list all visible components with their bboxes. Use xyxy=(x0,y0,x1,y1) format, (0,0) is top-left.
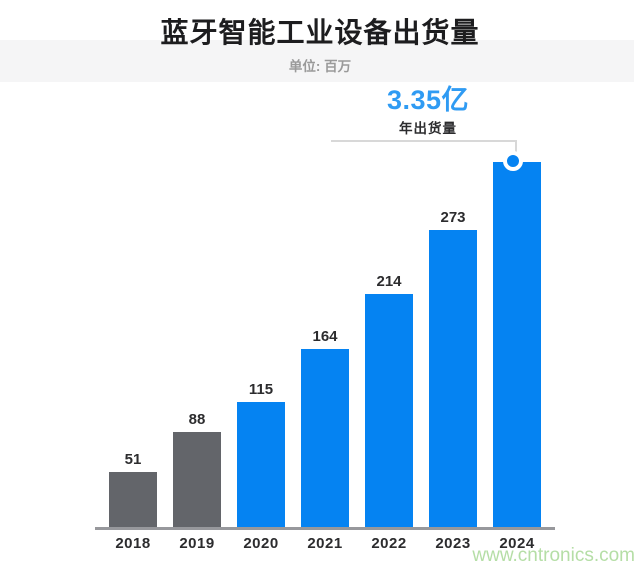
x-tick-label-2020: 2020 xyxy=(243,535,279,552)
bar-value-label-2021: 164 xyxy=(312,328,338,345)
x-tick-label-2021: 2021 xyxy=(307,535,343,552)
chart-title: 蓝牙智能工业设备出货量 xyxy=(160,17,480,48)
bar-2019 xyxy=(173,432,221,528)
x-tick-label-2018: 2018 xyxy=(115,535,151,552)
annotation-label: 年出货量 xyxy=(399,121,457,136)
bar-2023 xyxy=(429,230,477,528)
bar-2018 xyxy=(109,472,157,528)
bar-value-label-2020: 115 xyxy=(248,381,274,398)
annotation-value: 3.35亿 xyxy=(386,85,470,115)
bar-value-label-2023: 273 xyxy=(440,209,466,226)
watermark: www.cntronics.com xyxy=(472,545,635,566)
annotation-bracket-tick xyxy=(515,140,517,152)
x-tick-label-2022: 2022 xyxy=(371,535,407,552)
bar-2021 xyxy=(301,349,349,528)
annotation-bracket-line xyxy=(331,140,517,142)
bar-value-label-2019: 88 xyxy=(188,411,206,428)
chart-subtitle: 单位: 百万 xyxy=(288,59,352,74)
peak-marker-circle-icon xyxy=(503,151,523,171)
header-band xyxy=(0,40,634,82)
x-tick-label-2019: 2019 xyxy=(179,535,215,552)
x-axis-line xyxy=(95,527,555,530)
bar-2022 xyxy=(365,294,413,528)
x-tick-label-2024: 2024 xyxy=(499,535,535,552)
bar-value-label-2018: 51 xyxy=(124,451,142,468)
annotation-callout: 3.35亿 年出货量 xyxy=(328,84,528,137)
bar-2020 xyxy=(237,402,285,528)
bar-value-label-2022: 214 xyxy=(376,273,402,290)
x-tick-label-2023: 2023 xyxy=(435,535,471,552)
bar-2024 xyxy=(493,162,541,528)
